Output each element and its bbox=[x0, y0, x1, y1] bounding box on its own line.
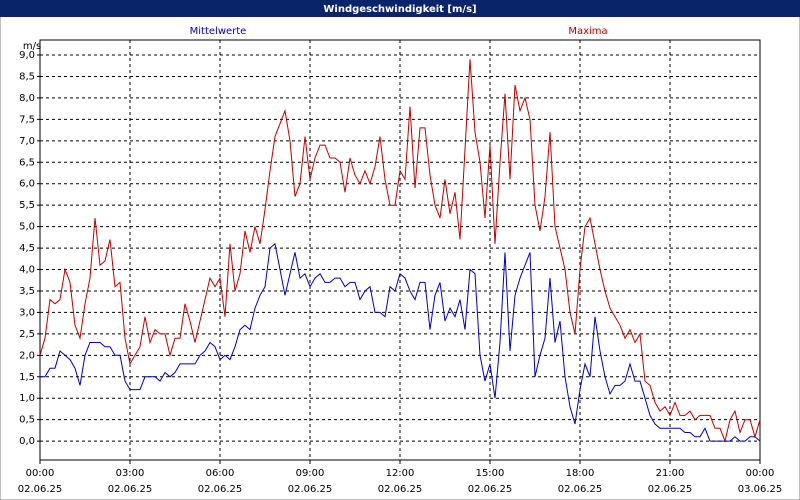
y-tick-label: 4,0 bbox=[19, 265, 35, 276]
x-tick-date: 02.06.25 bbox=[558, 484, 603, 495]
y-tick-label: 8,5 bbox=[19, 71, 35, 82]
y-tick-label: 0,0 bbox=[19, 436, 35, 447]
x-tick-label: 00:00 bbox=[26, 468, 55, 479]
y-tick-label: 9,0 bbox=[19, 50, 35, 61]
y-tick-label: 6,5 bbox=[19, 157, 35, 168]
legend-entry: Maxima bbox=[568, 26, 607, 37]
plot-frame bbox=[39, 39, 761, 461]
y-tick-label: 4,5 bbox=[19, 243, 35, 254]
series-line bbox=[39, 59, 761, 443]
x-tick-date: 03.06.25 bbox=[738, 484, 783, 495]
x-tick-date: 02.06.25 bbox=[468, 484, 513, 495]
x-tick-date: 02.06.25 bbox=[288, 484, 333, 495]
y-tick-label: 6,0 bbox=[19, 179, 35, 190]
x-tick-label: 21:00 bbox=[656, 468, 685, 479]
y-tick-label: 7,5 bbox=[19, 114, 35, 125]
y-unit: m/s bbox=[23, 41, 41, 52]
x-tick-date: 02.06.25 bbox=[648, 484, 693, 495]
x-tick-label: 06:00 bbox=[206, 468, 235, 479]
x-tick-label: 15:00 bbox=[476, 468, 505, 479]
x-tick-label: 12:00 bbox=[386, 468, 415, 479]
x-tick-date: 02.06.25 bbox=[378, 484, 423, 495]
y-tick-label: 1,0 bbox=[19, 393, 35, 404]
x-tick-label: 09:00 bbox=[296, 468, 325, 479]
y-tick-label: 5,0 bbox=[19, 222, 35, 233]
y-tick-label: 2,0 bbox=[19, 350, 35, 361]
y-tick-label: 3,0 bbox=[19, 307, 35, 318]
chart-title: Windgeschwindigkeit [m/s] bbox=[323, 4, 476, 15]
legend-entry: Mittelwerte bbox=[190, 26, 247, 37]
y-tick-label: 5,5 bbox=[19, 200, 35, 211]
x-tick-date: 02.06.25 bbox=[198, 484, 243, 495]
y-tick-label: 7,0 bbox=[19, 136, 35, 147]
x-tick-date: 02.06.25 bbox=[18, 484, 63, 495]
y-tick-label: 3,5 bbox=[19, 286, 35, 297]
y-tick-label: 0,5 bbox=[19, 415, 35, 426]
y-tick-label: 2,5 bbox=[19, 329, 35, 340]
x-tick-label: 18:00 bbox=[566, 468, 595, 479]
title-bar bbox=[0, 0, 800, 17]
y-tick-label: 8,0 bbox=[19, 93, 35, 104]
x-tick-date: 02.06.25 bbox=[108, 484, 153, 495]
series-line bbox=[40, 242, 761, 442]
x-tick-label: 00:00 bbox=[746, 468, 775, 479]
x-tick-label: 03:00 bbox=[116, 468, 145, 479]
y-tick-label: 1,5 bbox=[19, 372, 35, 383]
